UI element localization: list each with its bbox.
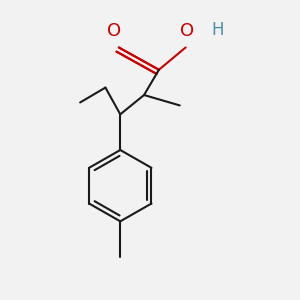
Text: H: H [212, 20, 224, 38]
Text: O: O [107, 22, 122, 40]
Text: O: O [180, 22, 194, 40]
